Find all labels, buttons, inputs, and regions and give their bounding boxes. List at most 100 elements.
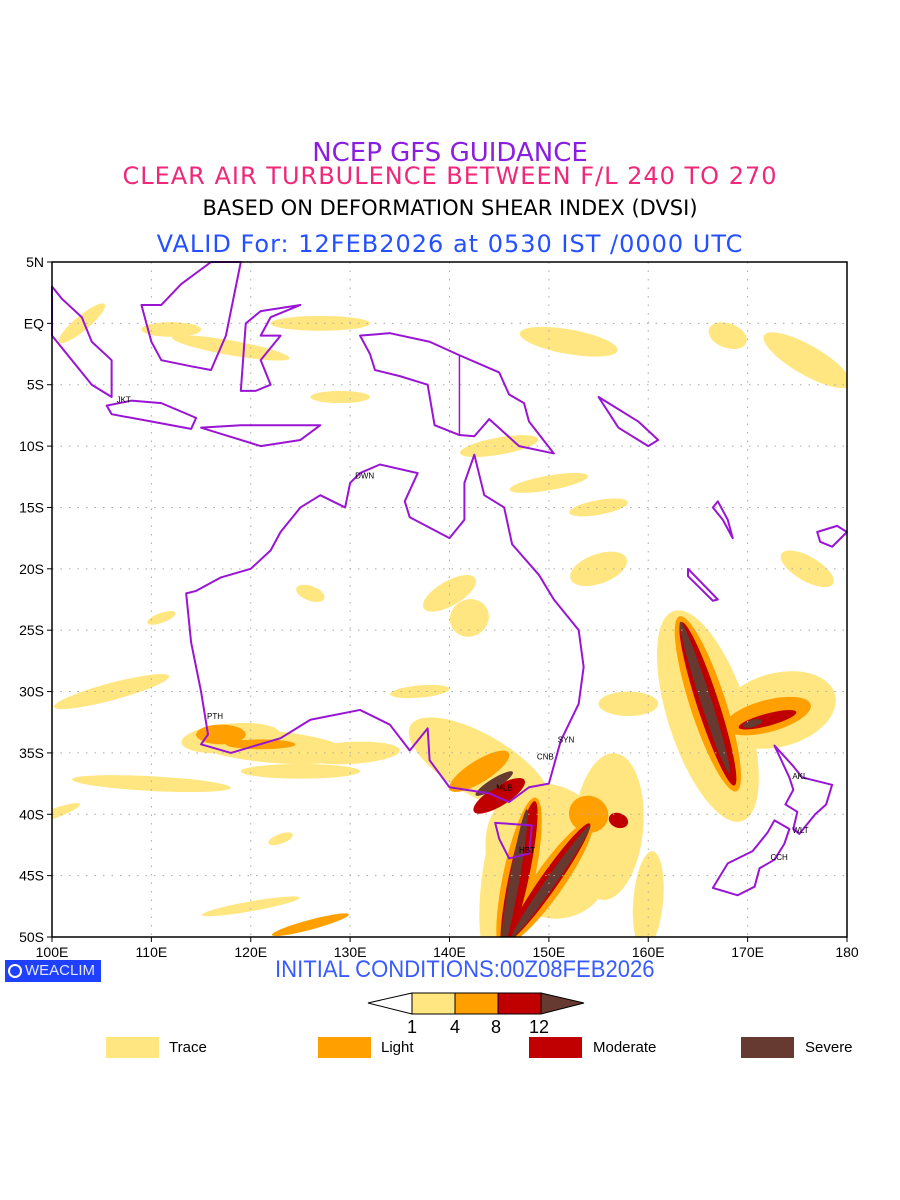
lat-label: 20S bbox=[19, 561, 44, 577]
legend-label-light: Light bbox=[381, 1039, 414, 1056]
city-label-cch: CCH bbox=[770, 853, 788, 862]
turbulence-severe bbox=[500, 809, 528, 937]
turbulence-trace bbox=[58, 303, 106, 344]
city-labels: JKT DWN PTH SYN CNB MLB HBT AKL WLT CCH bbox=[117, 395, 809, 862]
turbulence-trace bbox=[240, 763, 361, 779]
coastline-sulawesi bbox=[239, 303, 302, 392]
legend-swatch-light bbox=[318, 1037, 371, 1058]
turbulence-light bbox=[449, 750, 510, 792]
turbulence-trace bbox=[519, 326, 618, 357]
colorbar-tick: 1 bbox=[407, 1017, 418, 1037]
legend-swatch-moderate bbox=[529, 1037, 582, 1058]
city-label-syn: SYN bbox=[558, 735, 575, 744]
legend-swatch-trace bbox=[106, 1037, 159, 1058]
turbulence-trace bbox=[509, 472, 589, 493]
lon-label: 130E bbox=[334, 944, 367, 960]
turbulence-severe bbox=[511, 825, 591, 937]
turbulence-trace bbox=[573, 753, 644, 900]
turbulence-trace bbox=[52, 803, 81, 826]
turbulence-moderate bbox=[608, 812, 629, 829]
turbulence-trace bbox=[449, 599, 489, 637]
colorbar-tick: 4 bbox=[450, 1017, 461, 1037]
turbulence-trace bbox=[460, 435, 539, 458]
lat-label: 5N bbox=[26, 254, 44, 270]
legend-swatch-severe bbox=[741, 1037, 794, 1058]
lat-label: 35S bbox=[19, 745, 44, 761]
coastline-nz-south bbox=[711, 819, 791, 897]
title-method: BASED ON DEFORMATION SHEAR INDEX (DVSI) bbox=[202, 196, 698, 220]
turbulence-severe bbox=[742, 719, 763, 728]
lon-label: 110E bbox=[136, 944, 168, 960]
lat-label: EQ bbox=[24, 315, 44, 331]
turbulence-trace bbox=[172, 335, 290, 361]
legend-label-moderate: Moderate bbox=[593, 1039, 657, 1056]
turbulence-light bbox=[196, 724, 246, 745]
gridlines bbox=[52, 262, 847, 937]
colorbar-light bbox=[454, 992, 499, 1015]
turbulence-trace bbox=[763, 332, 847, 389]
lat-label: 10S bbox=[19, 438, 44, 454]
turbulence-trace bbox=[570, 551, 628, 587]
turbulence-trace bbox=[389, 684, 450, 699]
turbulence-trace bbox=[270, 316, 370, 331]
coastline-solomons bbox=[597, 396, 660, 448]
lon-label: 160E bbox=[632, 944, 665, 960]
city-label-jkt: JKT bbox=[117, 395, 131, 404]
lon-label: 100E bbox=[36, 944, 69, 960]
turbulence-trace bbox=[310, 390, 370, 404]
coastline-vanuatu-fiji bbox=[711, 500, 734, 540]
coastline-borneo bbox=[140, 261, 242, 371]
colorbar bbox=[367, 992, 585, 1015]
turbulence-trace bbox=[296, 584, 325, 602]
turbulence-trace bbox=[141, 322, 202, 337]
lon-label: 170E bbox=[731, 944, 764, 960]
city-label-akl: AKL bbox=[792, 772, 808, 781]
city-label-wlt: WLT bbox=[792, 826, 808, 835]
colorbar-moderate bbox=[497, 992, 542, 1015]
title-parameter: CLEAR AIR TURBULENCE BETWEEN F/L 240 TO … bbox=[122, 162, 778, 190]
initial-conditions: INITIAL CONDITIONS:00Z08FEB2026 bbox=[275, 956, 655, 983]
turbulence-moderate bbox=[473, 778, 525, 814]
turbulence-trace bbox=[147, 611, 176, 625]
turbulence-trace bbox=[780, 550, 834, 588]
turbulence-severe bbox=[475, 771, 513, 796]
lon-label: 140E bbox=[433, 944, 466, 960]
lat-label: 50S bbox=[19, 929, 44, 945]
colorbar-severe bbox=[540, 992, 585, 1015]
coastline-lesser-sunda bbox=[200, 424, 322, 448]
lon-label: 120E bbox=[234, 944, 267, 960]
coastline-tasmania bbox=[494, 821, 533, 860]
city-label-pth: PTH bbox=[207, 712, 223, 721]
city-label-cnb: CNB bbox=[537, 753, 554, 762]
coastline-new-caledonia bbox=[687, 567, 719, 602]
turbulence-trace bbox=[598, 691, 659, 717]
city-label-hbt: HBT bbox=[519, 846, 535, 855]
coastline-australia bbox=[185, 453, 585, 803]
colorbar-tick: 12 bbox=[529, 1017, 550, 1037]
turbulence-trace bbox=[268, 832, 293, 846]
turbulence-trace bbox=[708, 322, 747, 350]
legend-label-severe: Severe bbox=[805, 1039, 853, 1056]
coastline-sumatra bbox=[51, 285, 113, 398]
turbulence-severe bbox=[679, 621, 731, 774]
turbulence-trace bbox=[201, 896, 300, 917]
city-label-mlb: MLB bbox=[496, 783, 512, 792]
turbulence-map: JKT DWN PTH SYN CNB MLB HBT AKL WLT CCH 5N EQ 5S 10S… bbox=[19, 254, 859, 960]
lon-label: 180 bbox=[835, 944, 859, 960]
title-valid-time: VALID For: 12FEB2026 at 0530 IST /0000 U… bbox=[156, 230, 744, 258]
turbulence-trace bbox=[569, 498, 628, 517]
lat-label: 5S bbox=[27, 377, 44, 393]
city-label-dwn: DWN bbox=[355, 472, 374, 481]
colorbar-below-min bbox=[367, 992, 413, 1015]
lat-label: 45S bbox=[19, 868, 44, 884]
coastline-java bbox=[105, 399, 198, 430]
colorbar-trace bbox=[411, 992, 456, 1015]
copyright-icon bbox=[8, 964, 22, 978]
lat-label: 15S bbox=[19, 499, 44, 515]
turbulence-light bbox=[271, 913, 349, 937]
turbulence-fields bbox=[52, 303, 847, 937]
colorbar-tick: 8 bbox=[491, 1017, 502, 1037]
turbulence-trace bbox=[71, 775, 231, 793]
coastline-nz-north bbox=[773, 744, 834, 835]
